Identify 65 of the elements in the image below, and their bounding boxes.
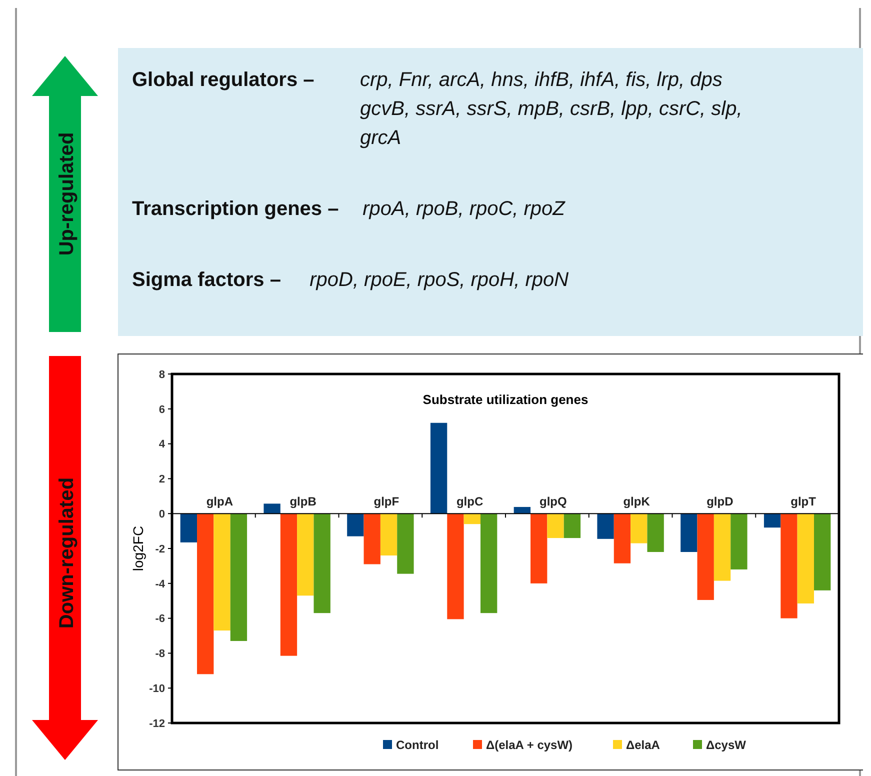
bar — [514, 506, 531, 514]
y-tick-label: -8 — [155, 648, 165, 660]
bar — [597, 514, 614, 539]
x-tick-label: glpD — [706, 494, 734, 509]
text: Transcription genes – — [132, 198, 339, 220]
bar — [680, 514, 698, 552]
text: Global regulators – — [132, 69, 314, 91]
x-tick-label: glpB — [290, 494, 317, 509]
x-tick-label: glpA — [206, 494, 234, 509]
bar — [230, 514, 248, 641]
bar — [364, 514, 380, 564]
bar — [814, 514, 831, 590]
legend-label: ΔcysW — [706, 738, 747, 752]
bar — [614, 514, 631, 564]
bar — [380, 514, 398, 556]
y-tick-label: -12 — [149, 718, 165, 730]
bar — [280, 514, 298, 656]
bar — [464, 514, 480, 524]
bar — [530, 514, 548, 584]
bar — [347, 514, 364, 536]
bar — [564, 514, 581, 538]
text: crp, Fnr, arcA, hns, ihfB, ihfA, fis, lrp, dps gcvB, ssrA, ssrS, mpB, csrB, lpp, csrC, slp, grcA — [360, 69, 742, 149]
bar — [780, 514, 798, 618]
bar — [197, 514, 214, 674]
y-tick-label: -4 — [155, 578, 166, 590]
y-tick-label: 8 — [158, 368, 165, 381]
text: Substrate utilization genes — [422, 392, 588, 407]
bar — [797, 514, 814, 604]
bar — [264, 504, 280, 514]
x-tick-label: glpC — [456, 494, 484, 509]
bar — [764, 514, 781, 528]
bar — [547, 514, 564, 538]
text: Down-regulated — [56, 477, 78, 629]
bar — [214, 514, 230, 631]
y-tick-label: -2 — [155, 543, 165, 556]
bar — [397, 514, 414, 574]
y-tick-label: -6 — [155, 613, 165, 626]
text: rpoA, rpoB, rpoC, rpoZ — [362, 198, 566, 220]
text: rpoD, rpoE, rpoS, rpoH, rpoN — [310, 269, 570, 291]
x-tick-label: glpF — [374, 494, 400, 509]
bar — [697, 514, 714, 600]
bar — [314, 514, 330, 614]
bar — [480, 514, 498, 614]
bar — [297, 514, 314, 596]
bar — [730, 514, 748, 570]
x-tick-label: glpQ — [540, 494, 567, 509]
y-tick-label: 0 — [158, 508, 165, 520]
y-tick-label: -10 — [149, 682, 165, 695]
text: Up-regulated — [56, 132, 78, 256]
bar — [647, 514, 664, 552]
y-tick-label: 6 — [158, 404, 165, 416]
y-tick-label: 4 — [158, 438, 166, 451]
bar — [430, 422, 448, 514]
bar — [447, 514, 464, 620]
bar — [180, 514, 198, 542]
legend-label: Δ(elaA + cysW) — [486, 738, 573, 752]
x-tick-label: glpT — [790, 494, 817, 509]
legend-label: ΔelaA — [626, 738, 660, 752]
y-axis-title: log2FC — [130, 526, 146, 572]
bar — [714, 514, 731, 581]
text: Sigma factors – — [132, 269, 281, 291]
x-tick-label: glpK — [623, 494, 650, 509]
legend-label: Control — [396, 738, 439, 752]
y-tick-label: 2 — [158, 474, 165, 486]
bar — [630, 514, 648, 544]
